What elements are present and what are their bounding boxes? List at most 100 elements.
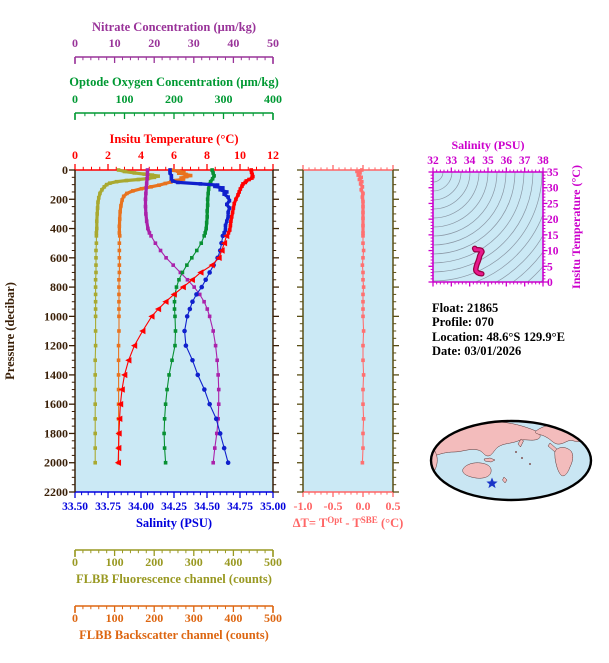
data-marker (184, 314, 190, 319)
tick-label: 0 (62, 163, 68, 177)
data-marker (202, 387, 207, 392)
data-marker (139, 327, 146, 335)
ts-temperature-axis-title: Insitu Temperature (°C) (569, 165, 583, 289)
data-marker (152, 175, 156, 180)
data-marker (211, 329, 216, 333)
tick-label: 37 (519, 155, 531, 167)
data-marker (220, 239, 228, 247)
delta-t-title-part: (°C) (378, 516, 403, 530)
data-marker (117, 217, 122, 221)
data-marker (93, 402, 97, 406)
map-island-dot (520, 456, 524, 460)
data-marker (118, 386, 125, 393)
data-marker (176, 169, 180, 173)
data-marker (215, 183, 220, 187)
data-marker (144, 212, 148, 216)
data-marker (94, 270, 98, 275)
tick-label: 2200 (44, 485, 68, 499)
data-marker (144, 219, 149, 224)
temperature-axis-title: Insitu Temperature (°C) (109, 132, 238, 146)
data-marker (157, 183, 161, 188)
delta-t-plot: -1.0 -0.5 0.0 0.5 (294, 165, 401, 513)
data-marker (114, 459, 122, 466)
map-land-south-america (554, 447, 574, 477)
data-marker (356, 173, 360, 177)
data-marker (131, 189, 135, 193)
tick-label: 33.50 (62, 501, 88, 513)
data-marker (156, 174, 160, 178)
data-marker (361, 241, 365, 245)
tick-label: 1200 (44, 339, 68, 353)
tick-label: 800 (50, 280, 68, 294)
data-marker (360, 168, 364, 172)
data-marker (144, 185, 149, 190)
data-marker (223, 223, 228, 228)
data-marker (229, 215, 234, 219)
data-marker (132, 171, 137, 175)
data-marker (227, 198, 232, 203)
data-marker (168, 168, 172, 172)
tick-label: 400 (224, 611, 242, 625)
data-marker (183, 343, 189, 348)
data-marker (184, 174, 189, 179)
tick-label: 34.75 (227, 501, 253, 513)
data-marker (218, 247, 225, 254)
tick-label: 300 (215, 92, 233, 106)
data-marker (207, 401, 212, 407)
data-marker (361, 307, 365, 311)
map-land-new-zealand (502, 476, 508, 484)
data-marker (182, 328, 187, 334)
fluorescence-axis-title: FLBB Fluorescence channel (counts) (76, 572, 272, 586)
data-marker (95, 206, 100, 210)
data-marker (117, 307, 121, 311)
data-marker (176, 171, 181, 176)
data-marker (192, 285, 196, 289)
data-marker (150, 173, 155, 177)
data-marker (207, 314, 212, 319)
tick-label: 20 (547, 214, 559, 226)
data-marker (117, 285, 121, 289)
tick-label: 4 (138, 148, 144, 162)
tick-label: 34.00 (128, 501, 154, 513)
data-marker (125, 357, 132, 364)
data-marker (238, 187, 243, 191)
data-marker (243, 180, 248, 185)
data-marker (93, 299, 98, 304)
data-marker (173, 329, 178, 333)
data-marker (96, 196, 101, 200)
tick-label: 50 (267, 36, 279, 50)
data-marker (194, 292, 199, 297)
data-marker (194, 248, 199, 253)
tick-label: 400 (264, 92, 282, 106)
data-marker (180, 270, 185, 275)
salinity-axis-title: Salinity (PSU) (136, 516, 212, 530)
map-island-dot (528, 462, 532, 466)
data-marker (153, 241, 158, 245)
data-marker (163, 181, 168, 186)
data-marker (117, 241, 122, 245)
data-marker (361, 299, 365, 304)
data-marker (210, 168, 214, 172)
data-marker (148, 313, 155, 320)
tick-label: 2 (105, 148, 111, 162)
data-marker (216, 402, 221, 406)
data-marker (359, 175, 363, 180)
data-marker (120, 198, 124, 202)
data-marker (190, 256, 194, 260)
data-marker (176, 180, 180, 185)
tick-label: 32 (427, 155, 439, 167)
data-marker (204, 226, 208, 231)
tick-label: -1.0 (294, 499, 313, 513)
tick-label: 12 (267, 148, 279, 162)
data-marker (146, 226, 150, 231)
data-marker (190, 299, 195, 305)
data-marker (172, 299, 177, 304)
data-marker (226, 195, 230, 199)
pressure-axis-title: Pressure (decibar) (3, 282, 17, 380)
data-marker (202, 234, 206, 238)
float-info-line-profile: Profile: 070 (432, 315, 494, 329)
tick-label: 0 (72, 92, 78, 106)
data-marker (226, 215, 230, 219)
